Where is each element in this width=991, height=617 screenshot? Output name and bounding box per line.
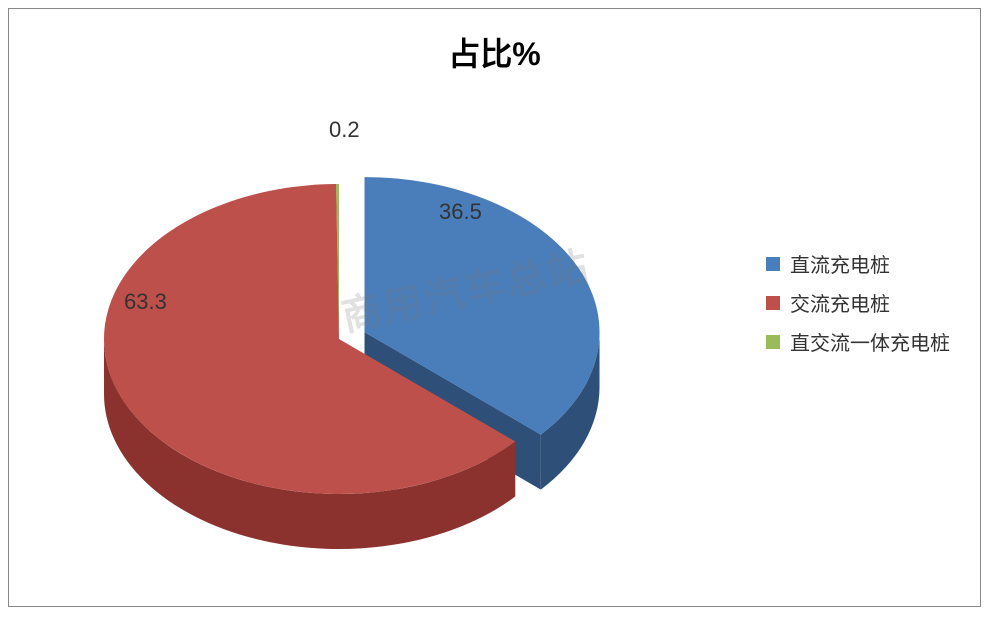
legend-swatch-2 bbox=[766, 335, 780, 349]
legend-item-1: 交流充电桩 bbox=[766, 288, 950, 317]
legend-swatch-0 bbox=[766, 257, 780, 271]
legend-label-0: 直流充电桩 bbox=[790, 249, 890, 278]
slice-label-0: 36.5 bbox=[439, 199, 482, 225]
legend-item-2: 直交流一体充电桩 bbox=[766, 327, 950, 356]
legend-label-1: 交流充电桩 bbox=[790, 288, 890, 317]
slice-label-1: 63.3 bbox=[124, 289, 167, 315]
legend-label-2: 直交流一体充电桩 bbox=[790, 327, 950, 356]
legend-swatch-1 bbox=[766, 296, 780, 310]
legend-item-0: 直流充电桩 bbox=[766, 249, 950, 278]
chart-frame: 占比% 36.5 63.3 0.2 商用汽车总站 直流充电桩 交流充电桩 直交流… bbox=[8, 8, 981, 607]
legend: 直流充电桩 交流充电桩 直交流一体充电桩 bbox=[766, 239, 950, 366]
slice-label-2: 0.2 bbox=[329, 117, 360, 143]
